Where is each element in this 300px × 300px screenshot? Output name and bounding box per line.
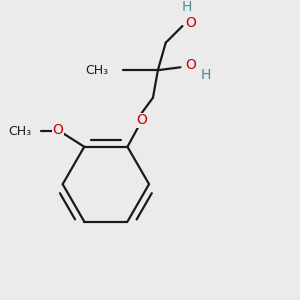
Text: O: O — [185, 16, 196, 30]
Text: O: O — [136, 113, 147, 127]
Text: H: H — [181, 0, 191, 14]
Text: O: O — [52, 123, 63, 137]
Text: CH₃: CH₃ — [86, 64, 109, 77]
Text: CH₃: CH₃ — [8, 124, 31, 138]
Text: H: H — [201, 68, 211, 82]
Text: O: O — [185, 58, 196, 72]
